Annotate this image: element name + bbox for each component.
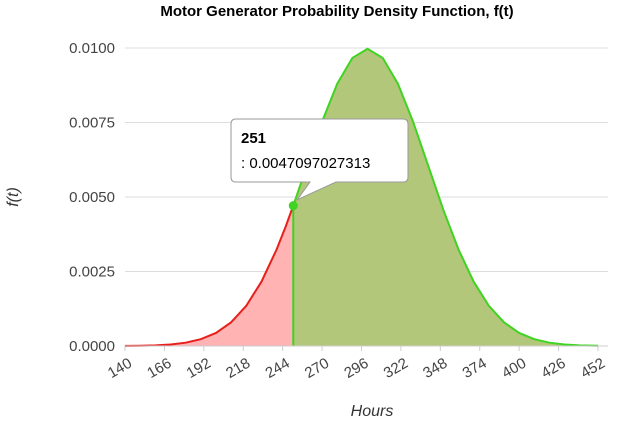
y-tick-label: 0.0100 <box>69 40 115 57</box>
x-tick-label: 296 <box>341 355 371 382</box>
line <box>124 205 295 347</box>
x-tick-label: 426 <box>538 355 568 382</box>
x-tick-label: 452 <box>578 355 608 382</box>
chart-title: Motor Generator Probability Density Func… <box>160 3 513 20</box>
line <box>292 47 599 347</box>
y-axis-label: f(t) <box>5 187 22 207</box>
x-tick-label: 166 <box>144 355 174 382</box>
x-tick-label: 270 <box>302 355 332 382</box>
x-tick-label: 374 <box>460 355 490 382</box>
tooltip-box <box>230 118 409 201</box>
y-tick-label: 0.0000 <box>69 338 115 355</box>
y-tick-label: 0.0050 <box>69 189 115 206</box>
x-tick-label: 192 <box>184 355 214 382</box>
x-axis-label: Hours <box>351 403 394 420</box>
y-tick-label: 0.0025 <box>69 264 115 281</box>
x-tick-label: 322 <box>381 355 411 382</box>
x-tick-label: 400 <box>499 355 529 382</box>
hover-point <box>288 201 298 211</box>
x-tick-label: 348 <box>420 355 450 382</box>
x-tick-label: 140 <box>105 355 135 382</box>
y-tick-label: 0.0075 <box>69 115 115 132</box>
tooltip: 251 : 0.0047097027313 <box>230 118 409 201</box>
x-tick-label: 218 <box>223 355 253 382</box>
x-tick-label: 244 <box>262 355 292 382</box>
area <box>125 205 294 346</box>
tooltip-value: : 0.0047097027313 <box>241 155 370 172</box>
tooltip-title: 251 <box>241 130 266 147</box>
